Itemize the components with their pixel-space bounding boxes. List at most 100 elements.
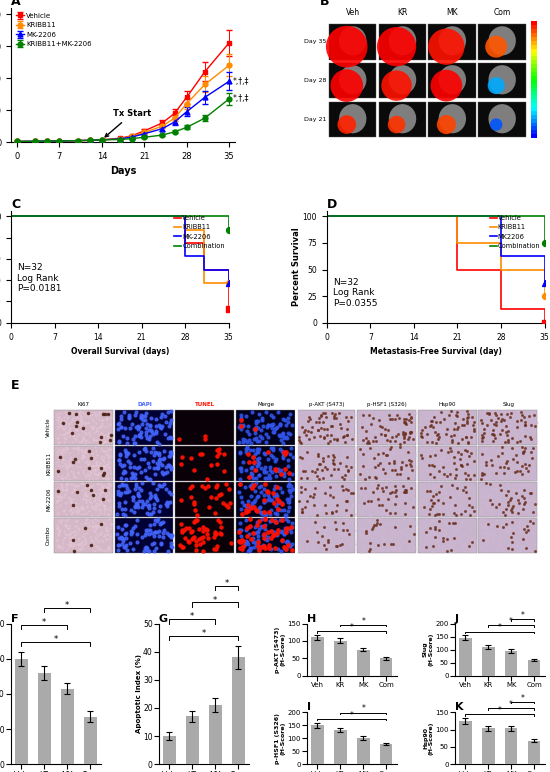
Point [249,455,258,468]
Point [388,432,397,445]
Ellipse shape [488,65,516,94]
Point [368,414,377,426]
Point [375,455,384,467]
Point [403,432,412,445]
Point [60,514,69,527]
Point [381,429,389,442]
Point [375,473,384,486]
Point [382,433,391,445]
Point [324,517,333,530]
Point [484,406,493,418]
Point [94,460,102,472]
Point [491,474,500,486]
Point [348,472,357,485]
Point [364,484,372,496]
Point [386,485,395,497]
Point [115,454,124,466]
MK-2206 [201,265,207,274]
Point [401,497,410,510]
Point [355,529,364,541]
Point [174,433,183,445]
Point [87,500,96,513]
Point [64,447,73,459]
Point [403,443,412,455]
Point [405,435,414,447]
Point [399,472,408,485]
Point [433,455,442,467]
Point [135,421,144,433]
Point [382,513,391,525]
Point [329,458,338,470]
Point [103,482,112,494]
Point [426,413,435,425]
Point [303,472,312,484]
Point [530,465,538,477]
Point [522,493,531,506]
Point [177,493,186,506]
Point [396,469,405,481]
Point [122,479,130,492]
Point [483,534,492,547]
Point [401,415,410,428]
Point [342,411,350,424]
Point [399,520,408,532]
Point [142,425,151,438]
Point [383,484,392,496]
Point [309,536,317,548]
Point [463,430,471,442]
Point [490,434,499,446]
Point [128,493,137,506]
Point [118,467,127,479]
Text: TUNEL: TUNEL [195,401,215,407]
Point [443,533,452,545]
Point [264,539,273,551]
Point [427,489,436,501]
Point [521,449,530,461]
Point [339,543,348,556]
Point [464,421,473,433]
Point [80,445,89,458]
Point [397,461,405,473]
Point [191,513,200,526]
Point [441,437,449,449]
Point [362,415,371,428]
Point [399,432,408,445]
Point [442,516,450,528]
Point [312,487,321,499]
Point [236,414,245,426]
Point [377,479,386,491]
Point [314,473,323,486]
Point [156,411,165,423]
Point [437,532,446,544]
Point [102,489,111,501]
Vehicle [182,239,189,248]
Point [381,451,390,463]
Point [461,462,470,474]
Point [311,422,320,434]
Point [258,539,267,551]
Point [431,422,439,434]
Point [301,414,310,426]
Point [298,468,306,480]
Point [437,487,446,499]
Point [493,421,502,433]
Point [504,434,513,446]
Point [399,512,408,524]
Point [519,486,528,498]
Point [490,428,498,441]
Point [403,452,411,465]
Point [422,428,431,440]
Bar [296,518,355,553]
Y-axis label: Hsp90
(H-Score): Hsp90 (H-Score) [423,722,434,755]
Point [136,411,145,423]
Point [394,464,403,476]
Point [327,420,336,432]
Point [286,483,295,496]
Point [242,442,251,455]
Point [132,497,141,510]
Point [491,427,500,439]
Point [509,522,518,534]
Point [142,495,151,507]
Point [463,408,472,420]
Point [410,542,419,554]
